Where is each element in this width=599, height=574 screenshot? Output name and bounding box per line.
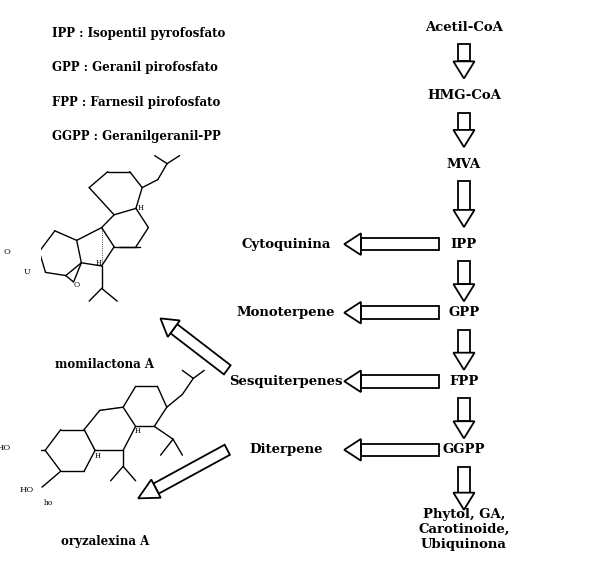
Polygon shape bbox=[453, 210, 474, 227]
Bar bbox=[361, 375, 439, 387]
Text: HO: HO bbox=[20, 486, 34, 494]
Polygon shape bbox=[344, 302, 361, 324]
Text: H: H bbox=[137, 204, 143, 212]
Text: O: O bbox=[74, 281, 80, 289]
Text: H: H bbox=[95, 258, 101, 266]
Polygon shape bbox=[344, 439, 361, 461]
Text: HMG-CoA: HMG-CoA bbox=[427, 89, 501, 102]
Polygon shape bbox=[453, 61, 474, 79]
Bar bbox=[458, 44, 470, 61]
Text: GGPP : Geranilgeranil-PP: GGPP : Geranilgeranil-PP bbox=[52, 130, 220, 143]
Text: GPP: GPP bbox=[448, 306, 480, 319]
Polygon shape bbox=[344, 233, 361, 255]
Bar bbox=[458, 181, 470, 210]
Text: FPP: FPP bbox=[449, 375, 479, 388]
Polygon shape bbox=[453, 352, 474, 370]
Bar bbox=[361, 238, 439, 250]
Polygon shape bbox=[453, 492, 474, 510]
Text: Phytol, GA,
Carotinoide,
Ubiquinona: Phytol, GA, Carotinoide, Ubiquinona bbox=[418, 508, 510, 551]
Text: HO: HO bbox=[0, 444, 11, 452]
Polygon shape bbox=[138, 479, 161, 498]
Polygon shape bbox=[171, 324, 231, 374]
Bar bbox=[458, 261, 470, 284]
Text: H: H bbox=[94, 452, 100, 460]
Polygon shape bbox=[344, 370, 361, 392]
Text: GPP : Geranil pirofosfato: GPP : Geranil pirofosfato bbox=[52, 61, 217, 75]
Text: Monoterpene: Monoterpene bbox=[237, 306, 335, 319]
Text: IPP: IPP bbox=[451, 238, 477, 251]
Text: Cytoquinina: Cytoquinina bbox=[241, 238, 331, 251]
Bar bbox=[458, 398, 470, 421]
Polygon shape bbox=[453, 284, 474, 301]
Text: momilactona A: momilactona A bbox=[55, 358, 155, 371]
Text: O: O bbox=[3, 247, 10, 255]
Polygon shape bbox=[161, 319, 180, 337]
Text: MVA: MVA bbox=[447, 158, 481, 170]
Text: U: U bbox=[23, 269, 30, 276]
Text: Diterpene: Diterpene bbox=[249, 443, 322, 456]
Text: IPP : Isopentil pyrofosfato: IPP : Isopentil pyrofosfato bbox=[52, 27, 225, 40]
Text: GGPP: GGPP bbox=[443, 443, 485, 456]
Polygon shape bbox=[153, 445, 230, 494]
Polygon shape bbox=[453, 130, 474, 147]
Text: Sesquiterpenes: Sesquiterpenes bbox=[229, 375, 343, 388]
Text: ho: ho bbox=[44, 499, 53, 507]
Bar bbox=[458, 330, 470, 352]
Text: oryzalexina A: oryzalexina A bbox=[60, 535, 149, 548]
Text: FPP : Farnesil pirofosfato: FPP : Farnesil pirofosfato bbox=[52, 96, 220, 108]
Bar bbox=[458, 113, 470, 130]
Text: H: H bbox=[135, 427, 141, 435]
Bar bbox=[361, 444, 439, 456]
Polygon shape bbox=[453, 421, 474, 439]
Bar bbox=[458, 467, 470, 492]
Bar bbox=[361, 307, 439, 319]
Text: Acetil-CoA: Acetil-CoA bbox=[425, 21, 503, 34]
